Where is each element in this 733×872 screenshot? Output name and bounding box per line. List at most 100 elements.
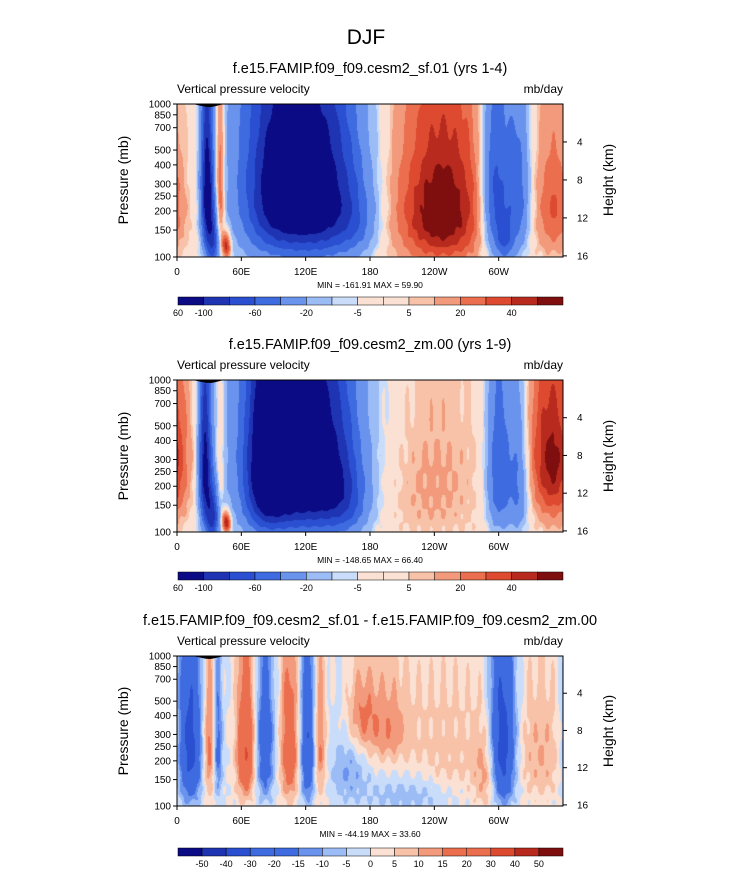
pressure-tick-label: 200 bbox=[154, 206, 171, 217]
colorbar-swatch bbox=[177, 571, 204, 581]
contour-fill bbox=[177, 656, 563, 806]
pressure-tick-label: 100 bbox=[154, 253, 171, 264]
colorbar-label: -10 bbox=[316, 859, 329, 869]
colorbar-swatch bbox=[322, 847, 347, 857]
terrain-mask bbox=[192, 656, 225, 659]
colorbar-swatch bbox=[298, 847, 323, 857]
pressure-tick-label: 1000 bbox=[149, 652, 172, 663]
pressure-tick-label: 400 bbox=[154, 436, 171, 447]
colorbar-label: -30 bbox=[244, 859, 257, 869]
colorbar-label: -15 bbox=[292, 859, 305, 869]
variable-label: Vertical pressure velocity bbox=[177, 82, 310, 96]
y2-axis-label: Height (km) bbox=[600, 144, 616, 216]
variable-label: Vertical pressure velocity bbox=[177, 634, 310, 648]
colorbar-swatch bbox=[203, 571, 230, 581]
colorbar-swatch bbox=[460, 571, 487, 581]
longitude-tick-label: 60W bbox=[488, 542, 509, 553]
colorbar-label: -100 bbox=[195, 583, 213, 593]
colorbar-label: 60 bbox=[173, 583, 183, 593]
colorbar-label: -5 bbox=[354, 308, 362, 318]
pressure-tick-label: 200 bbox=[154, 756, 171, 767]
colorbar-swatch bbox=[229, 296, 256, 306]
colorbar-swatch bbox=[306, 571, 333, 581]
height-tick-label: 16 bbox=[577, 526, 589, 537]
pressure-tick-label: 150 bbox=[154, 226, 171, 237]
colorbar-swatch bbox=[357, 571, 384, 581]
colorbar-swatch bbox=[370, 847, 395, 857]
colorbar-swatch bbox=[538, 847, 564, 857]
figure-title: DJF bbox=[347, 26, 386, 49]
pressure-tick-label: 100 bbox=[154, 528, 171, 539]
contour-fill bbox=[177, 104, 563, 257]
colorbar-swatch bbox=[306, 296, 333, 306]
colorbar-swatch bbox=[280, 296, 307, 306]
longitude-tick-label: 60E bbox=[232, 267, 250, 278]
longitude-tick-label: 120E bbox=[294, 816, 318, 827]
colorbar-label: 30 bbox=[486, 859, 496, 869]
colorbar-swatch bbox=[394, 847, 419, 857]
pressure-tick-label: 250 bbox=[154, 467, 171, 478]
colorbar-swatch bbox=[383, 571, 410, 581]
colorbar-swatch bbox=[408, 296, 435, 306]
colorbar-swatch bbox=[485, 571, 512, 581]
pressure-tick-label: 250 bbox=[154, 742, 171, 753]
colorbar-swatch bbox=[331, 296, 358, 306]
units-label: mb/day bbox=[524, 634, 563, 648]
colorbar-swatch bbox=[460, 296, 487, 306]
pressure-tick-label: 400 bbox=[154, 160, 171, 171]
longitude-tick-label: 120W bbox=[421, 542, 448, 553]
colorbar-label: 5 bbox=[392, 859, 397, 869]
colorbar-swatch bbox=[383, 296, 410, 306]
colorbar-label: -100 bbox=[195, 308, 213, 318]
colorbar-swatch bbox=[177, 296, 204, 306]
colorbar-swatch bbox=[357, 296, 384, 306]
contour-panel-2: f.e15.FAMIP.f09_f09.cesm2_zm.00 (yrs 1-9… bbox=[115, 337, 616, 593]
colorbar-swatch bbox=[442, 847, 467, 857]
panel-title: f.e15.FAMIP.f09_f09.cesm2_zm.00 (yrs 1-9… bbox=[229, 337, 512, 353]
colorbar-swatch bbox=[434, 296, 461, 306]
terrain-mask bbox=[192, 104, 225, 108]
colorbar-label: 20 bbox=[462, 859, 472, 869]
y2-axis-label: Height (km) bbox=[600, 420, 616, 492]
height-tick-label: 16 bbox=[577, 251, 589, 262]
colorbar-swatch bbox=[274, 847, 299, 857]
height-tick-label: 12 bbox=[577, 213, 589, 224]
longitude-tick-label: 120E bbox=[294, 542, 318, 553]
height-tick-label: 12 bbox=[577, 763, 589, 774]
height-tick-label: 16 bbox=[577, 800, 589, 811]
pressure-tick-label: 700 bbox=[154, 123, 171, 134]
colorbar-label: 20 bbox=[455, 308, 465, 318]
longitude-tick-label: 60E bbox=[232, 542, 250, 553]
longitude-tick-label: 180 bbox=[362, 816, 379, 827]
pressure-tick-label: 300 bbox=[154, 180, 171, 191]
pressure-tick-label: 1000 bbox=[149, 376, 172, 387]
colorbar-label: -20 bbox=[300, 308, 313, 318]
contour-panel-3: f.e15.FAMIP.f09_f09.cesm2_sf.01 - f.e15.… bbox=[115, 613, 616, 869]
colorbar-swatch bbox=[254, 296, 281, 306]
height-tick-label: 8 bbox=[577, 451, 583, 462]
pressure-tick-label: 250 bbox=[154, 192, 171, 203]
longitude-tick-label: 0 bbox=[174, 542, 180, 553]
min-max-text: MIN = -161.91 MAX = 59.90 bbox=[317, 280, 423, 290]
y-axis-label: Pressure (mb) bbox=[115, 687, 131, 776]
pressure-tick-label: 700 bbox=[154, 399, 171, 410]
pressure-tick-label: 150 bbox=[154, 501, 171, 512]
longitude-tick-label: 60W bbox=[488, 267, 509, 278]
colorbar-label: -60 bbox=[248, 308, 261, 318]
height-tick-label: 8 bbox=[577, 726, 583, 737]
panel-title: f.e15.FAMIP.f09_f09.cesm2_sf.01 (yrs 1-4… bbox=[233, 61, 508, 77]
pressure-tick-label: 700 bbox=[154, 675, 171, 686]
colorbar-swatch bbox=[511, 296, 538, 306]
panel-title: f.e15.FAMIP.f09_f09.cesm2_sf.01 - f.e15.… bbox=[143, 613, 597, 629]
pressure-tick-label: 150 bbox=[154, 775, 171, 786]
longitude-tick-label: 120W bbox=[421, 816, 448, 827]
y-axis-label: Pressure (mb) bbox=[115, 136, 131, 225]
pressure-tick-label: 500 bbox=[154, 421, 171, 432]
variable-label: Vertical pressure velocity bbox=[177, 358, 310, 372]
colorbar-swatch bbox=[408, 571, 435, 581]
colorbar-swatch bbox=[225, 847, 251, 857]
colorbar-label: -60 bbox=[248, 583, 261, 593]
y-axis-label: Pressure (mb) bbox=[115, 412, 131, 501]
colorbar-label: -50 bbox=[196, 859, 209, 869]
